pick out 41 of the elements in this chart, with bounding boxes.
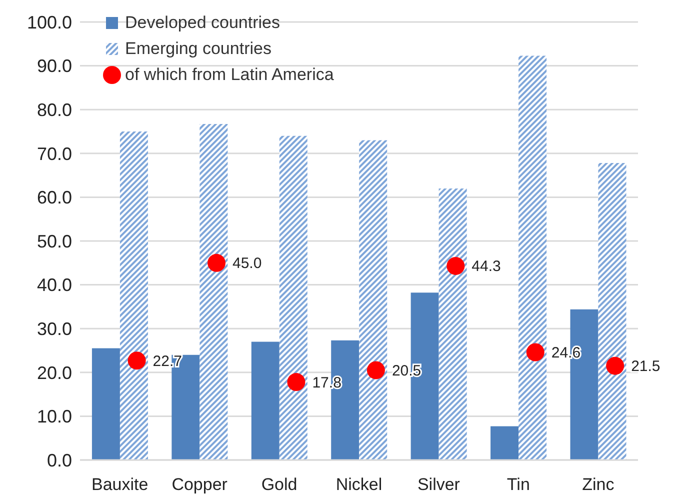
bar (438, 188, 467, 460)
y-tick-label: 80.0 (36, 100, 72, 120)
point (366, 361, 385, 380)
bar (359, 140, 388, 460)
y-tick-label: 100.0 (26, 12, 72, 32)
x-tick-label: Gold (261, 475, 298, 494)
y-tick-label: 20.0 (36, 362, 72, 383)
bar (92, 348, 120, 460)
bar (251, 342, 280, 460)
x-tick-label: Bauxite (92, 475, 148, 494)
bar (518, 56, 547, 460)
y-tick-label: 10.0 (36, 406, 72, 427)
data-label: 45.0 (232, 255, 262, 272)
y-tick-label: 70.0 (36, 144, 72, 164)
point (287, 373, 306, 392)
bar (279, 136, 308, 460)
y-tick-label: 60.0 (36, 188, 72, 208)
point (208, 254, 226, 272)
bar (598, 163, 626, 460)
y-tick-label: 0.0 (46, 450, 72, 470)
point (446, 256, 465, 275)
y-tick-label: 40.0 (36, 275, 72, 296)
y-tick-label: 30.0 (36, 318, 72, 339)
x-tick-label: Nickel (336, 475, 382, 494)
bar (490, 426, 519, 460)
legend-label: of which from Latin America (125, 64, 334, 86)
x-tick-label: Zinc (582, 475, 615, 494)
legend-label: Emerging countries (125, 38, 272, 60)
point (606, 356, 624, 375)
y-tick-label: 50.0 (36, 231, 72, 252)
point (526, 343, 544, 362)
data-label: 21.5 (631, 358, 660, 376)
data-label: 44.3 (472, 258, 501, 276)
x-tick-label: Copper (172, 475, 228, 494)
bar (200, 124, 228, 460)
x-tick-label: Silver (417, 475, 460, 494)
point (128, 352, 146, 370)
y-tick-label: 90.0 (36, 56, 72, 76)
bar (120, 132, 148, 460)
legend-label: Developed countries (125, 12, 280, 34)
x-tick-label: Tin (506, 475, 530, 494)
